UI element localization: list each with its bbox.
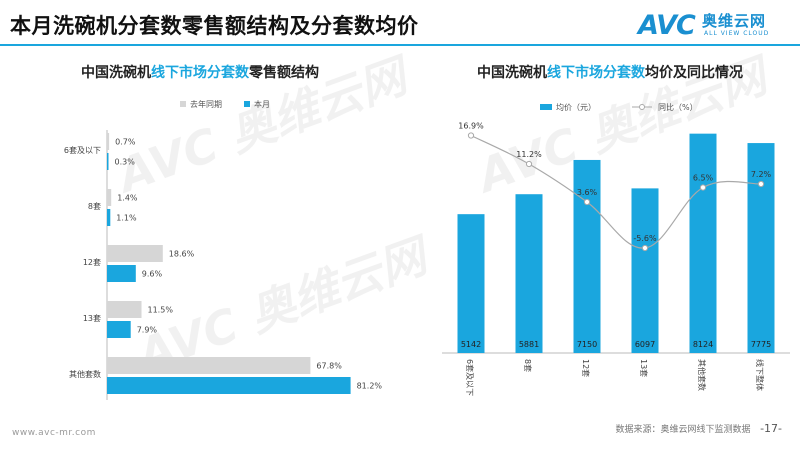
bar-value-label: 5142 xyxy=(461,340,481,349)
price-bar xyxy=(689,133,717,353)
header-rule xyxy=(0,44,800,46)
data-label: 11.5% xyxy=(148,306,174,315)
data-label: 0.7% xyxy=(115,138,136,147)
data-label: 1.4% xyxy=(117,194,138,203)
legend-label: 本月 xyxy=(254,99,270,109)
left-chart-title: 中国洗碗机线下市场分套数零售额结构 xyxy=(30,62,370,82)
yoy-point xyxy=(525,160,533,168)
bar-last-year xyxy=(107,189,112,206)
bar-value-label: 7150 xyxy=(577,340,597,349)
yoy-label: 7.2% xyxy=(751,170,772,179)
price-bar xyxy=(747,143,775,353)
left-chart-title-prefix: 中国洗碗机 xyxy=(81,65,151,81)
right-combo-chart: 均价（元） 同比（%） 5142 6套及以下 5881 8套 7150 12套 6097 13套 8… xyxy=(442,102,790,396)
legend-label-bars: 均价（元） xyxy=(556,102,596,112)
footer-source: 数据来源：奥维云网线下监测数据 xyxy=(615,425,751,435)
logo-cn: 奥维云网 xyxy=(702,12,767,30)
page-number: -17- xyxy=(760,422,782,435)
data-label: 81.2% xyxy=(357,382,383,391)
price-bar xyxy=(457,214,485,353)
category-label: 其他套数 xyxy=(697,359,707,391)
left-bar-chart: 去年同期 本月 6套及以下 0.7% 0.3% 8套 1.4% 1.1% 12套 18.6% 9.6… xyxy=(64,99,383,400)
yoy-label: 6.5% xyxy=(693,174,714,183)
category-label: 线下整体 xyxy=(755,359,765,391)
yoy-point xyxy=(699,184,707,191)
category-label: 8套 xyxy=(523,359,533,372)
bar-value-label: 7775 xyxy=(751,340,771,349)
category-label: 13套 xyxy=(639,359,649,377)
bar-value-label: 8124 xyxy=(693,340,713,349)
price-bar xyxy=(515,194,543,353)
yoy-point xyxy=(641,244,649,252)
footer-url: www.avc-mr.com xyxy=(12,428,96,438)
page-title: 本月洗碗机分套数零售额结构及分套数均价 xyxy=(10,14,419,38)
yoy-label: 3.6% xyxy=(577,188,598,197)
data-label: 9.6% xyxy=(142,270,163,279)
avc-logo: AVC 奥维云网 ALL VIEW CLOUD xyxy=(638,8,788,42)
category-label: 6套及以下 xyxy=(465,359,475,396)
right-chart-title-prefix: 中国洗碗机 xyxy=(477,65,547,81)
bar-value-label: 5881 xyxy=(519,340,539,349)
yoy-point xyxy=(467,132,475,139)
logo-mark: AVC xyxy=(638,10,696,41)
bar-last-year xyxy=(107,301,142,318)
yoy-label: 11.2% xyxy=(516,150,542,159)
legend-label: 去年同期 xyxy=(190,99,222,109)
data-label: 18.6% xyxy=(169,250,195,259)
logo-en: ALL VIEW CLOUD xyxy=(704,30,770,37)
bar-this-month xyxy=(107,153,109,170)
left-chart-title-suffix: 零售额结构 xyxy=(249,65,319,81)
legend-swatch xyxy=(244,101,250,107)
category-label: 8套 xyxy=(88,201,101,211)
legend-swatch-bars xyxy=(540,104,552,110)
bar-last-year xyxy=(107,133,110,150)
yoy-point xyxy=(757,180,765,188)
category-label: 12套 xyxy=(83,257,101,267)
right-chart-title-highlight: 线下市场分套数 xyxy=(547,65,645,81)
category-label: 其他套数 xyxy=(69,369,101,379)
data-label: 7.9% xyxy=(137,326,158,335)
yoy-line xyxy=(470,134,762,249)
data-label: 1.1% xyxy=(116,214,137,223)
category-label: 6套及以下 xyxy=(64,145,101,155)
bar-last-year xyxy=(107,357,311,374)
price-bar xyxy=(631,188,659,353)
right-chart-title: 中国洗碗机线下市场分套数均价及同比情况 xyxy=(440,62,780,82)
bar-this-month xyxy=(107,265,136,282)
legend-swatch xyxy=(180,101,186,107)
legend-marker xyxy=(639,104,645,110)
right-chart-title-suffix: 均价及同比情况 xyxy=(645,65,743,81)
bar-value-label: 6097 xyxy=(635,340,655,349)
data-label: 67.8% xyxy=(316,362,342,371)
category-label: 13套 xyxy=(83,313,101,323)
data-label: 0.3% xyxy=(115,158,136,167)
footer: 数据来源：奥维云网线下监测数据 -17- xyxy=(616,422,782,435)
bar-this-month xyxy=(107,377,351,394)
bar-this-month xyxy=(107,209,111,226)
yoy-point xyxy=(583,198,591,206)
yoy-label: 16.9% xyxy=(458,122,484,131)
bar-last-year xyxy=(107,245,163,262)
yoy-label: -5.6% xyxy=(633,234,657,243)
bar-this-month xyxy=(107,321,131,338)
price-bar xyxy=(573,159,601,353)
category-label: 12套 xyxy=(581,359,591,377)
legend-label-line: 同比（%） xyxy=(658,102,698,112)
left-chart-title-highlight: 线下市场分套数 xyxy=(151,65,249,81)
